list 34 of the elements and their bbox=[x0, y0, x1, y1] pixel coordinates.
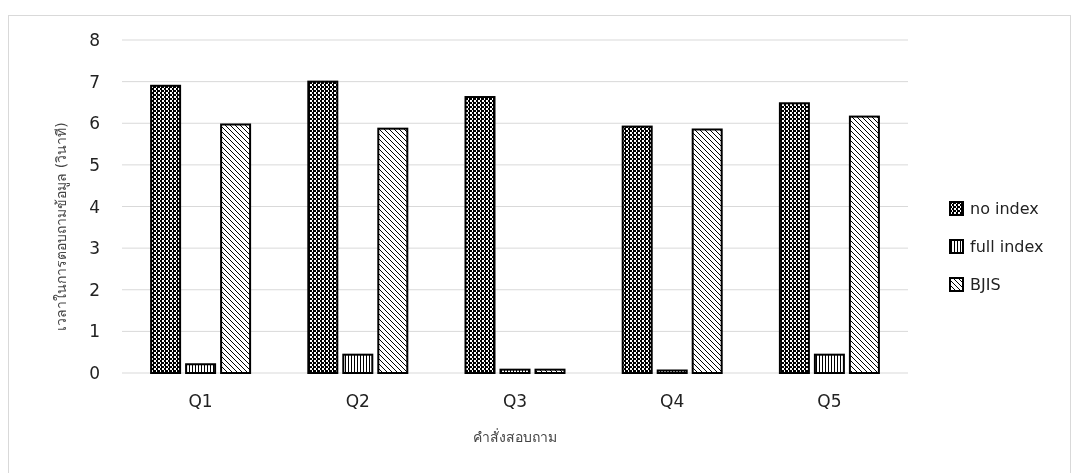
bar bbox=[656, 369, 688, 374]
y-tick-label: 5 bbox=[89, 154, 100, 175]
y-tick-label: 8 bbox=[89, 30, 100, 50]
y-tick-label: 3 bbox=[89, 238, 100, 259]
legend-label: full index bbox=[970, 237, 1044, 256]
x-tick-label: Q4 bbox=[660, 391, 685, 411]
bar bbox=[185, 363, 217, 374]
bar bbox=[621, 125, 653, 374]
y-tick-label: 1 bbox=[89, 321, 100, 342]
x-tick-label: Q2 bbox=[345, 391, 370, 411]
bar bbox=[464, 96, 496, 374]
bar bbox=[691, 128, 723, 374]
x-tick-label: Q3 bbox=[502, 391, 528, 411]
legend-label: no index bbox=[970, 199, 1039, 218]
x-tick-label: Q5 bbox=[817, 391, 842, 411]
legend-label: BJIS bbox=[970, 275, 1001, 294]
bar bbox=[150, 84, 182, 374]
bar bbox=[377, 127, 409, 374]
x-tick-label: Q1 bbox=[188, 391, 213, 411]
y-axis-title: เวลาในการตอบถามข้อมูล (วินาที) bbox=[53, 122, 70, 331]
y-tick-label: 7 bbox=[89, 71, 100, 92]
bar bbox=[342, 353, 374, 374]
y-tick-label: 0 bbox=[89, 363, 100, 383]
y-tick-label: 2 bbox=[89, 279, 100, 300]
bar bbox=[848, 115, 880, 374]
y-tick-label: 4 bbox=[89, 196, 100, 217]
x-axis-title: คำสั่งสอบถาม bbox=[473, 428, 557, 445]
y-tick-label: 6 bbox=[89, 113, 100, 134]
bar bbox=[499, 368, 531, 374]
bar bbox=[307, 80, 339, 374]
bar bbox=[778, 102, 810, 374]
bar bbox=[220, 123, 252, 374]
bar bbox=[813, 353, 845, 374]
bar bbox=[534, 368, 566, 374]
